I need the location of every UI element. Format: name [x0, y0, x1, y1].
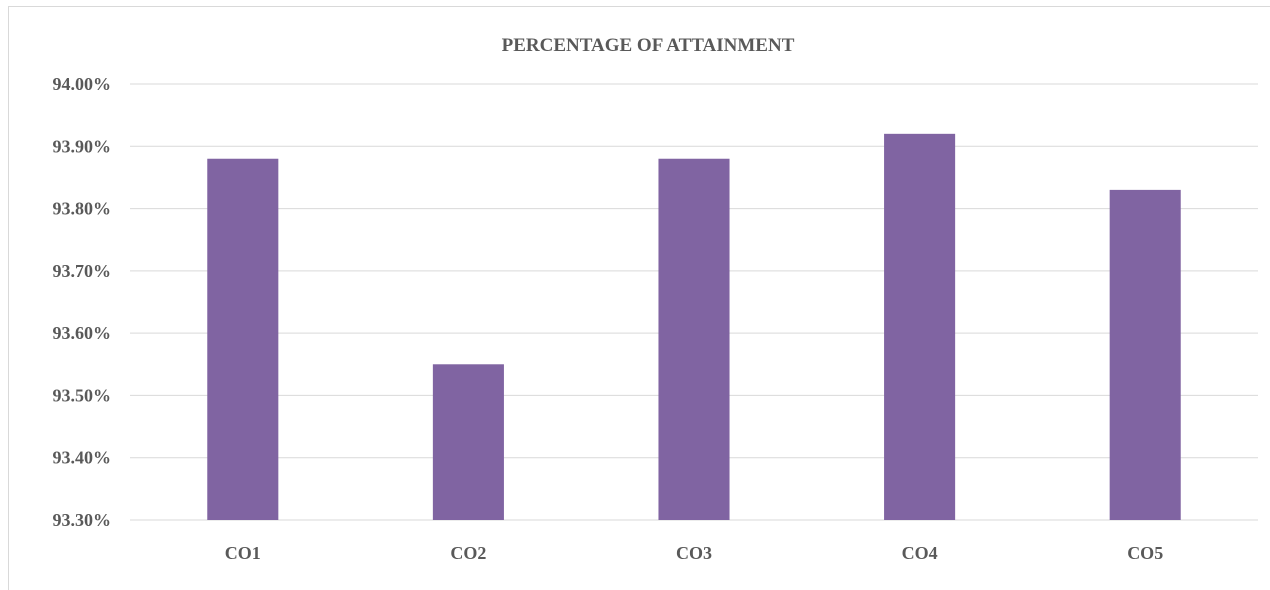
chart-title: PERCENTAGE OF ATTAINMENT: [502, 35, 795, 56]
x-tick-label: CO2: [450, 543, 486, 563]
x-tick-label: CO3: [676, 543, 712, 563]
y-tick-label: 93.30%: [53, 510, 112, 530]
bar-co4: [884, 133, 956, 521]
y-tick-label: 93.50%: [53, 385, 112, 405]
y-axis-ticks: 93.30% 93.40% 93.50% 93.60% 93.70% 93.80% 93.9…: [53, 74, 112, 530]
y-tick-label: 93.80%: [53, 199, 112, 219]
x-tick-label: CO4: [902, 543, 938, 563]
bars: [207, 133, 1181, 521]
y-tick-label: 94.00%: [53, 74, 112, 94]
bar-co3: [658, 158, 730, 520]
y-tick-label: 93.40%: [53, 448, 112, 468]
bar-co1: [207, 158, 279, 520]
y-tick-label: 93.90%: [53, 136, 112, 156]
bar-co2: [432, 364, 504, 520]
y-tick-label: 93.60%: [53, 323, 112, 343]
x-tick-label: CO1: [225, 543, 261, 563]
y-tick-label: 93.70%: [53, 261, 112, 281]
x-axis-ticks: CO1 CO2 CO3 CO4 CO5: [225, 543, 1163, 563]
x-tick-label: CO5: [1127, 543, 1163, 563]
chart-frame: [8, 6, 1270, 590]
bar-co5: [1109, 189, 1181, 520]
